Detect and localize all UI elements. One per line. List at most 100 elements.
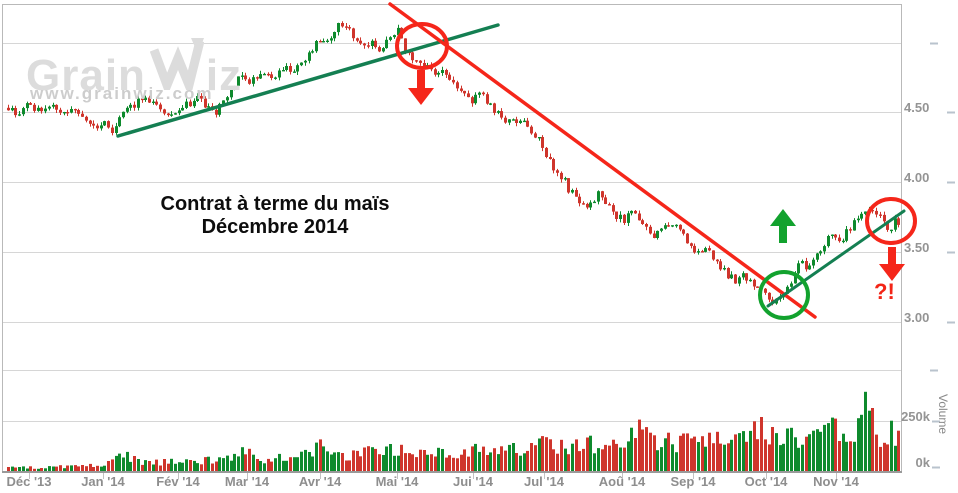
candle-body — [556, 170, 559, 173]
candle-body — [716, 259, 719, 262]
up-arrow-oct-head — [770, 209, 796, 226]
volume-bar — [875, 434, 878, 472]
new-rising-support-trendline — [766, 209, 906, 308]
candle-body — [215, 109, 218, 115]
candle-body — [615, 211, 618, 219]
candle-body — [148, 97, 151, 103]
volume-bar — [853, 441, 856, 472]
volume-bar — [296, 457, 299, 472]
candle-body — [589, 202, 592, 208]
volume-bar — [515, 453, 518, 472]
volume-bar — [189, 460, 192, 472]
candle-body — [163, 109, 166, 114]
candle-body — [682, 229, 685, 234]
candle-body — [40, 107, 43, 112]
candle-body — [530, 126, 533, 134]
volume-bar — [244, 454, 247, 472]
volume-bar — [59, 465, 62, 472]
candle-body — [371, 40, 374, 46]
candle-body — [612, 205, 615, 212]
volume-bar — [74, 465, 77, 472]
candle-body — [686, 233, 689, 244]
candle-body — [259, 74, 262, 79]
candle-body — [671, 225, 674, 227]
volume-bar — [155, 459, 158, 472]
volume-bar — [66, 465, 69, 472]
volume-bar — [89, 463, 92, 472]
volume-bar — [107, 461, 110, 472]
volume-bar — [849, 441, 852, 472]
volume-bar — [37, 468, 40, 472]
volume-bar — [582, 448, 585, 472]
volume-bar — [671, 444, 674, 472]
candle-body — [434, 69, 437, 75]
candle-body — [230, 89, 233, 98]
candle-body — [315, 41, 318, 52]
volume-bar — [838, 441, 841, 472]
volume-bar — [337, 452, 340, 472]
volume-bar — [237, 456, 240, 472]
candle-body — [816, 253, 819, 260]
month-axis-label: Mai '14 — [375, 474, 419, 489]
volume-bar — [897, 430, 900, 472]
volume-bar — [597, 448, 600, 472]
volume-bar — [467, 456, 470, 472]
volume-bar — [11, 466, 14, 472]
volume-bar — [508, 444, 511, 472]
candle-body — [367, 45, 370, 47]
candle-body — [575, 190, 578, 197]
volume-bar — [385, 446, 388, 472]
candle-body — [834, 234, 837, 238]
candle-body — [675, 224, 678, 227]
candle-body — [304, 60, 307, 63]
volume-bar — [827, 423, 830, 472]
volume-bar — [679, 435, 682, 472]
volume-bar — [378, 454, 381, 472]
candle-body — [100, 125, 103, 129]
candle-body — [270, 74, 273, 78]
candle-body — [296, 65, 299, 72]
volume-bar — [567, 454, 570, 472]
volume-bar — [589, 435, 592, 472]
candle-body — [85, 116, 88, 121]
month-axis-label: Jan '14 — [81, 474, 125, 489]
candle-body — [389, 37, 392, 40]
candle-body — [181, 107, 184, 111]
volume-bar — [775, 433, 778, 472]
volume-bar — [738, 433, 741, 472]
volume-bar — [619, 447, 622, 472]
volume-bar — [797, 447, 800, 472]
volume-bar — [645, 427, 648, 472]
volume-bar — [356, 450, 359, 472]
candle-body — [512, 119, 515, 121]
volume-bar — [630, 427, 633, 472]
volume-bar — [448, 455, 451, 472]
candle-body — [690, 243, 693, 246]
volume-bar — [259, 461, 262, 472]
volume-bar — [482, 446, 485, 472]
volume-bar — [426, 454, 429, 472]
month-axis-label: Avr '14 — [298, 474, 342, 489]
candle-body — [352, 28, 355, 39]
rising-support-trendline — [116, 23, 500, 138]
candle-body — [448, 74, 451, 80]
volume-bar — [315, 442, 318, 472]
volume-bar — [326, 451, 329, 472]
candle-body — [159, 104, 162, 110]
volume-bar — [638, 419, 641, 472]
volume-bar — [779, 445, 782, 472]
candle-body — [601, 191, 604, 198]
candle-body — [7, 107, 10, 111]
volume-bar — [382, 455, 385, 472]
volume-bar — [560, 439, 563, 472]
candle-body — [515, 119, 518, 123]
candle-body — [81, 113, 84, 117]
volume-bar — [14, 467, 17, 472]
candle-body — [218, 103, 221, 115]
candle-body — [478, 92, 481, 95]
volume-bar — [18, 467, 21, 472]
volume-bar — [831, 417, 834, 472]
volume-bar — [601, 449, 604, 472]
volume-bar — [474, 443, 477, 472]
candle-body — [122, 111, 125, 118]
